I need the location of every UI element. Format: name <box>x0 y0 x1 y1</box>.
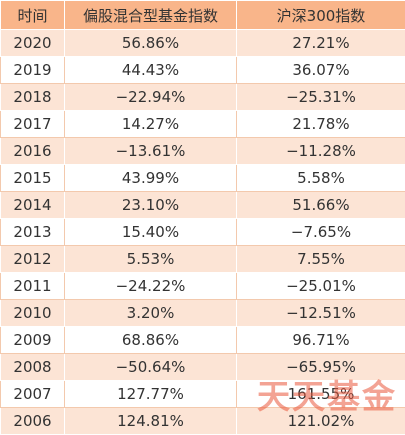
fund-index-cell: −24.22% <box>65 273 237 300</box>
hs300-index-cell: 27.21% <box>237 30 405 57</box>
hs300-index-cell: −7.65% <box>237 219 405 246</box>
hs300-index-cell: 7.55% <box>237 246 405 273</box>
year-cell: 2017 <box>1 111 65 138</box>
table-header: 时间 偏股混合型基金指数 沪深300指数 <box>1 1 405 30</box>
year-cell: 2012 <box>1 246 65 273</box>
header-row: 时间 偏股混合型基金指数 沪深300指数 <box>1 1 405 30</box>
year-cell: 2015 <box>1 165 65 192</box>
fund-index-cell: 127.77% <box>65 381 237 408</box>
table-row: 2016−13.61%−11.28% <box>1 138 405 165</box>
fund-index-cell: 14.27% <box>65 111 237 138</box>
hs300-index-cell: −25.01% <box>237 273 405 300</box>
header-hs300-index: 沪深300指数 <box>237 1 405 30</box>
fund-index-cell: −22.94% <box>65 84 237 111</box>
hs300-index-cell: 161.55% <box>237 381 405 408</box>
year-cell: 2020 <box>1 30 65 57</box>
hs300-index-cell: 51.66% <box>237 192 405 219</box>
table-row: 2011−24.22%−25.01% <box>1 273 405 300</box>
hs300-index-cell: −11.28% <box>237 138 405 165</box>
hs300-index-cell: −65.95% <box>237 354 405 381</box>
hs300-index-cell: 96.71% <box>237 327 405 354</box>
header-fund-index: 偏股混合型基金指数 <box>65 1 237 30</box>
hs300-index-cell: −25.31% <box>237 84 405 111</box>
year-cell: 2014 <box>1 192 65 219</box>
year-cell: 2010 <box>1 300 65 327</box>
hs300-index-cell: 5.58% <box>237 165 405 192</box>
fund-index-cell: 43.99% <box>65 165 237 192</box>
year-cell: 2018 <box>1 84 65 111</box>
hs300-index-cell: 36.07% <box>237 57 405 84</box>
year-cell: 2006 <box>1 408 65 435</box>
fund-index-cell: 5.53% <box>65 246 237 273</box>
hs300-index-cell: 121.02% <box>237 408 405 435</box>
hs300-index-cell: 21.78% <box>237 111 405 138</box>
year-cell: 2019 <box>1 57 65 84</box>
year-cell: 2013 <box>1 219 65 246</box>
fund-index-cell: 124.81% <box>65 408 237 435</box>
year-cell: 2016 <box>1 138 65 165</box>
header-year: 时间 <box>1 1 65 30</box>
fund-index-cell: 56.86% <box>65 30 237 57</box>
fund-index-cell: 15.40% <box>65 219 237 246</box>
year-cell: 2008 <box>1 354 65 381</box>
year-cell: 2011 <box>1 273 65 300</box>
table-row: 2018−22.94%−25.31% <box>1 84 405 111</box>
fund-index-cell: 68.86% <box>65 327 237 354</box>
hs300-index-cell: −12.51% <box>237 300 405 327</box>
fund-index-cell: 3.20% <box>65 300 237 327</box>
fund-index-cell: −50.64% <box>65 354 237 381</box>
fund-index-cell: 44.43% <box>65 57 237 84</box>
year-cell: 2009 <box>1 327 65 354</box>
fund-index-cell: 23.10% <box>65 192 237 219</box>
fund-index-cell: −13.61% <box>65 138 237 165</box>
table-row: 2008−50.64%−65.95% <box>1 354 405 381</box>
year-cell: 2007 <box>1 381 65 408</box>
